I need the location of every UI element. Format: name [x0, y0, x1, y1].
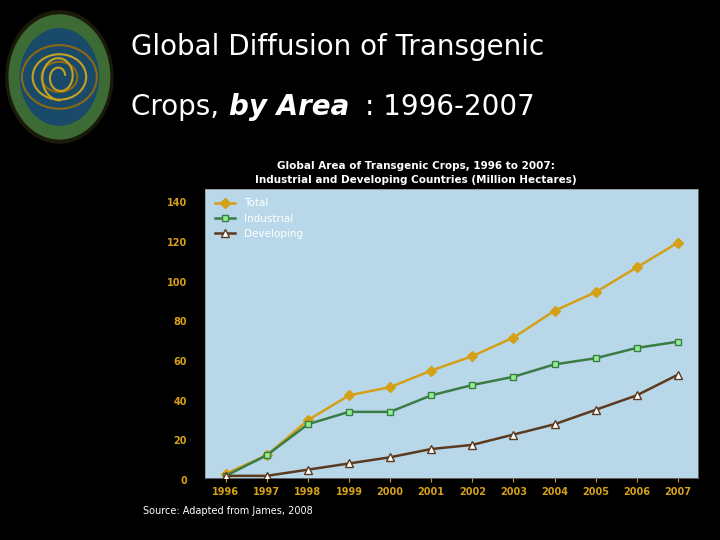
Text: 120: 120 [167, 238, 187, 248]
Total [427, 367, 436, 374]
Total [591, 289, 600, 295]
Industrial [550, 361, 559, 368]
Total [468, 353, 477, 360]
Line: Industrial: Industrial [222, 338, 681, 480]
Text: by Area: by Area [229, 93, 349, 122]
Circle shape [6, 11, 113, 143]
Industrial [304, 421, 312, 428]
Line: Total: Total [222, 239, 681, 477]
Total [550, 307, 559, 314]
Industrial [263, 452, 271, 458]
Industrial [427, 392, 436, 399]
Developing [386, 454, 395, 461]
Industrial [591, 355, 600, 361]
Text: 20: 20 [174, 436, 187, 446]
Text: 60: 60 [174, 357, 187, 367]
Total [386, 384, 395, 390]
Line: Developing: Developing [222, 370, 682, 480]
Total [509, 334, 518, 341]
Industrial [468, 382, 477, 388]
Circle shape [9, 15, 109, 139]
Industrial [673, 339, 682, 345]
Developing [345, 460, 354, 467]
Text: : 1996-2007: : 1996-2007 [365, 93, 535, 122]
Total [673, 239, 682, 246]
Developing [632, 392, 641, 399]
Total [222, 470, 230, 477]
Circle shape [20, 29, 99, 125]
Industrial [632, 345, 641, 351]
Industrial [222, 472, 230, 479]
Developing [427, 446, 436, 453]
Total [304, 417, 312, 423]
Developing [550, 421, 559, 428]
Developing [591, 407, 600, 413]
Developing [304, 467, 312, 473]
Text: 0: 0 [181, 476, 187, 486]
Text: Industrial and Developing Countries (Million Hectares): Industrial and Developing Countries (Mil… [255, 176, 577, 185]
Text: Crops,: Crops, [131, 93, 228, 122]
Text: 40: 40 [174, 397, 187, 407]
Industrial [509, 374, 518, 380]
Text: Global Diffusion of Transgenic: Global Diffusion of Transgenic [131, 33, 544, 61]
Developing [673, 372, 682, 378]
Developing [509, 431, 518, 438]
Text: Source: Adapted from James, 2008: Source: Adapted from James, 2008 [143, 507, 312, 516]
Text: 140: 140 [167, 198, 187, 208]
Text: 100: 100 [167, 278, 187, 288]
Total [263, 452, 271, 458]
Total [632, 264, 641, 271]
Industrial [386, 409, 395, 415]
Total [345, 392, 354, 399]
Legend: Total, Industrial, Developing: Total, Industrial, Developing [210, 194, 307, 243]
Developing [222, 472, 230, 479]
Developing [468, 442, 477, 448]
Industrial [345, 409, 354, 415]
Text: Global Area of Transgenic Crops, 1996 to 2007:: Global Area of Transgenic Crops, 1996 to… [277, 160, 554, 171]
Developing [263, 472, 271, 479]
Text: 80: 80 [174, 318, 187, 327]
